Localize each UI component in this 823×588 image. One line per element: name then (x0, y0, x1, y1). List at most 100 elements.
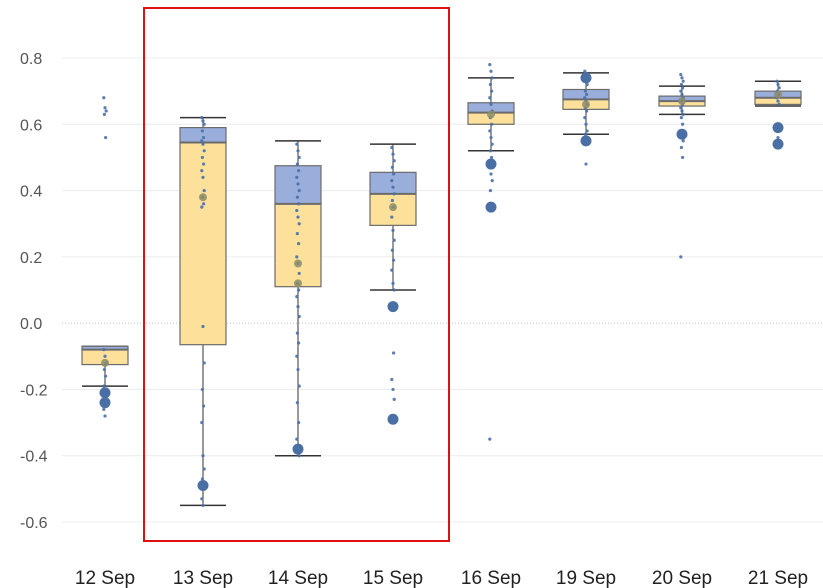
x-tick-label: 21 Sep (748, 568, 808, 588)
data-point (295, 354, 299, 358)
data-point (392, 288, 396, 292)
y-tick-label: 0.0 (20, 316, 42, 333)
data-point (488, 96, 492, 100)
data-point (102, 112, 106, 116)
data-point-large (485, 201, 497, 213)
x-tick-label: 13 Sep (173, 568, 233, 588)
data-point (103, 106, 107, 110)
data-point (679, 106, 683, 110)
data-point-olive (199, 193, 207, 202)
data-point-large (485, 158, 497, 170)
data-point-large (292, 443, 304, 455)
data-point (295, 295, 299, 299)
data-point (202, 135, 206, 140)
x-tick-label: 12 Sep (75, 568, 135, 588)
data-point (297, 202, 301, 206)
data-point (297, 420, 301, 425)
data-point (679, 145, 684, 150)
data-point (297, 222, 301, 226)
data-point (296, 304, 300, 309)
boxes (81, 72, 802, 507)
data-point (295, 255, 299, 259)
data-point (583, 116, 587, 120)
data-point (390, 215, 394, 219)
data-point (103, 354, 107, 358)
data-point (201, 503, 205, 508)
gridlines (62, 57, 823, 523)
data-point (777, 86, 781, 90)
data-point (490, 122, 494, 126)
data-point (297, 188, 301, 193)
x-tick-label: 15 Sep (363, 568, 423, 588)
data-point (295, 232, 299, 236)
x-tick-label: 20 Sep (652, 568, 712, 588)
y-tick-label: -0.2 (20, 382, 48, 399)
data-point (391, 387, 395, 392)
data-point (297, 341, 301, 345)
data-point (202, 404, 206, 408)
data-point (490, 76, 494, 80)
data-point (297, 155, 301, 160)
data-point (488, 82, 492, 87)
data-point-olive (101, 358, 109, 367)
data-point (585, 109, 589, 113)
data-point (104, 109, 108, 113)
data-point (777, 102, 781, 106)
data-point (681, 79, 685, 83)
data-point (489, 69, 493, 73)
data-point (490, 179, 494, 183)
data-point (296, 367, 300, 372)
data-point (390, 377, 394, 382)
data-point-large (772, 138, 784, 150)
data-point (295, 142, 299, 146)
y-tick-label: 0.8 (20, 51, 42, 68)
data-point (297, 169, 301, 173)
data-point (583, 89, 588, 93)
data-point (488, 129, 492, 133)
data-point (200, 155, 204, 160)
x-axis-ticks: 12 Sep 13 Sep 14 Sep 15 Sep 16 Sep 19 Sep 20 S… (75, 568, 808, 588)
data-point (297, 271, 301, 276)
data-point (681, 155, 685, 160)
data-point (392, 172, 396, 176)
data-point (297, 242, 301, 246)
data-point (202, 162, 206, 166)
data-point (392, 397, 396, 401)
data-point-olive (294, 259, 302, 268)
data-point (295, 401, 299, 405)
data-point-large (676, 128, 688, 140)
data-point (679, 82, 684, 87)
box-upper (369, 171, 417, 195)
data-point (295, 175, 299, 179)
data-point-large (99, 397, 111, 409)
data-point-olive (678, 97, 686, 106)
y-tick-label: 0.2 (20, 250, 42, 267)
data-point (488, 149, 492, 153)
data-point (584, 162, 588, 166)
data-point (391, 185, 395, 189)
data-point (776, 82, 780, 87)
data-point (295, 437, 299, 441)
data-point (295, 331, 299, 335)
data-point (390, 248, 394, 252)
data-point (390, 145, 394, 150)
box-group (274, 140, 322, 457)
data-point (585, 129, 589, 133)
data-point (489, 172, 493, 176)
data-point (201, 175, 205, 179)
data-point (680, 76, 684, 80)
data-point (490, 142, 494, 146)
data-point (104, 374, 108, 378)
data-point-olive (774, 90, 782, 99)
data-point (488, 188, 492, 193)
data-point (202, 202, 206, 206)
data-point (392, 159, 396, 163)
data-point (681, 139, 685, 143)
data-point (297, 384, 301, 388)
data-point-olive (294, 279, 302, 288)
data-point (488, 437, 492, 441)
data-point (202, 149, 206, 153)
data-point (200, 129, 204, 133)
data-point (201, 142, 205, 146)
data-point (390, 198, 394, 203)
